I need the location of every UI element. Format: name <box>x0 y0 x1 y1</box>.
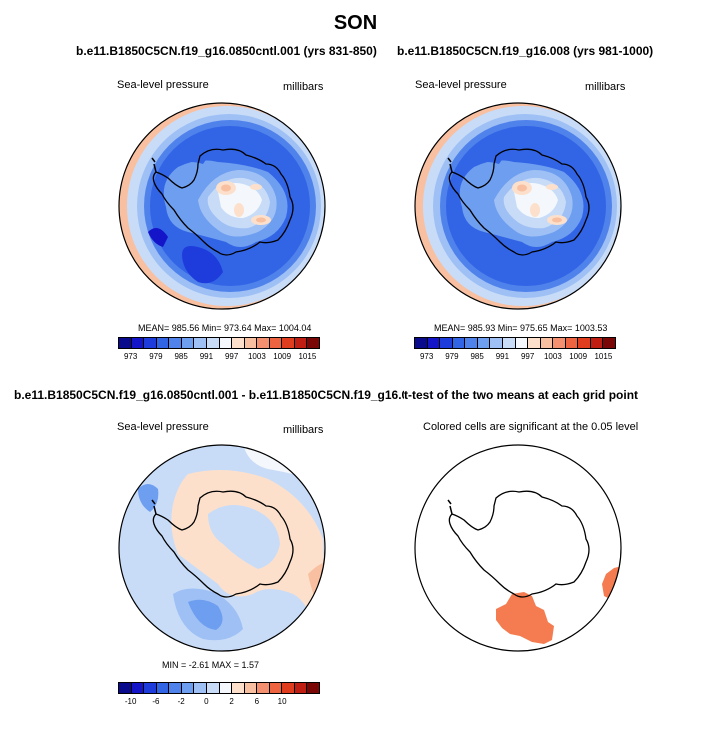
colorbar-swatch <box>169 338 182 348</box>
map-ttest-significance <box>414 444 622 652</box>
panel-units-label-diff: millibars <box>283 424 324 436</box>
colorbar-tick-label: 2 <box>229 697 234 706</box>
colorbar-tick-label: 985 <box>174 352 188 361</box>
colorbar-swatch <box>131 683 145 693</box>
stats-diff: MIN = -2.61 MAX = 1.57 <box>162 660 260 670</box>
colorbar-swatch <box>452 338 466 348</box>
colorbar-swatch <box>528 338 541 348</box>
colorbar-swatch <box>515 338 529 348</box>
colorbar-tick-label: 1009 <box>273 352 292 361</box>
colorbar-swatch <box>269 338 283 348</box>
colorbar-ticks-diff: -10 -6 -2 0 2 6 10 <box>118 697 320 707</box>
colorbar-tick-label: -10 <box>124 697 137 706</box>
colorbar-swatch <box>294 683 308 693</box>
colorbar-swatch <box>415 338 428 348</box>
map-ctrl-slp <box>118 102 326 310</box>
colorbar-swatch <box>181 338 195 348</box>
colorbar-tick-label: 979 <box>149 352 163 361</box>
colorbar-swatch <box>206 683 220 693</box>
colorbar-tick-label: 973 <box>419 352 434 361</box>
colorbar-swatch <box>219 338 233 348</box>
colorbar-swatch <box>307 338 319 348</box>
panel-title-ttest: t-test of the two means at each grid poi… <box>404 388 639 402</box>
colorbar-swatch <box>194 338 207 348</box>
colorbar-swatch <box>232 338 245 348</box>
panel-variable-label-ctrl: Sea-level pressure <box>117 79 209 91</box>
colorbar-swatch <box>156 338 170 348</box>
colorbar-tick-label: 1015 <box>594 352 613 361</box>
colorbar-swatch <box>427 338 441 348</box>
colorbar-ctrl <box>118 337 320 349</box>
colorbar-tick-label: 1003 <box>543 352 562 361</box>
colorbar-swatch <box>219 683 233 693</box>
panel-note-ttest: Colored cells are significant at the 0.0… <box>423 421 639 433</box>
colorbar-swatch <box>465 338 478 348</box>
colorbar-tick-label: 997 <box>224 352 239 361</box>
colorbar-swatch <box>490 338 503 348</box>
colorbar-swatch <box>244 338 258 348</box>
colorbar-tick-label: -2 <box>177 697 185 706</box>
colorbar-swatch <box>144 338 157 348</box>
colorbar-tick-label: 1015 <box>298 352 317 361</box>
colorbar-swatch <box>181 683 195 693</box>
colorbar-tick-label: 10 <box>277 697 287 706</box>
colorbar-swatch <box>565 338 579 348</box>
colorbar-exp <box>414 337 616 349</box>
colorbar-swatch <box>502 338 516 348</box>
colorbar-ticks-ctrl: 973 979 985 991 997 1003 1009 1015 <box>118 352 320 362</box>
colorbar-swatch <box>578 338 591 348</box>
colorbar-tick-label: 985 <box>470 352 484 361</box>
colorbar-tick-label: 979 <box>445 352 459 361</box>
colorbar-swatch <box>119 338 132 348</box>
colorbar-tick-label: 991 <box>495 352 510 361</box>
colorbar-tick-label: 1009 <box>569 352 588 361</box>
colorbar-tick-label: 1003 <box>247 352 266 361</box>
colorbar-swatch <box>540 338 554 348</box>
colorbar-diff <box>118 682 320 694</box>
stats-ctrl: MEAN= 985.56 Min= 973.64 Max= 1004.04 <box>138 323 312 333</box>
colorbar-tick-label: -6 <box>152 697 160 706</box>
colorbar-swatch <box>194 683 207 693</box>
colorbar-tick-label: 0 <box>204 697 209 706</box>
colorbar-tick-label: 991 <box>199 352 214 361</box>
colorbar-swatch <box>269 683 283 693</box>
colorbar-swatch <box>590 338 604 348</box>
colorbar-swatch <box>440 338 453 348</box>
panel-variable-label-diff: Sea-level pressure <box>117 421 209 433</box>
colorbar-swatch <box>144 683 157 693</box>
panel-units-label-exp: millibars <box>585 81 626 93</box>
colorbar-swatch <box>307 683 319 693</box>
colorbar-swatch <box>477 338 491 348</box>
panel-title-diff: b.e11.B1850C5CN.f19_g16.0850cntl.001 - b… <box>14 388 422 402</box>
panel-variable-label-exp: Sea-level pressure <box>415 79 507 91</box>
colorbar-swatch <box>232 683 245 693</box>
colorbar-swatch <box>282 683 295 693</box>
colorbar-swatch <box>257 683 270 693</box>
panel-title-ctrl: b.e11.B1850C5CN.f19_g16.0850cntl.001 (yr… <box>76 44 377 58</box>
colorbar-tick-label: 997 <box>520 352 535 361</box>
map-diff-slp <box>118 444 326 652</box>
map-exp-slp <box>414 102 622 310</box>
panel-units-label-ctrl: millibars <box>283 81 324 93</box>
panel-title-exp: b.e11.B1850C5CN.f19_g16.008 (yrs 981-100… <box>397 44 654 58</box>
colorbar-swatch <box>131 338 145 348</box>
colorbar-swatch <box>257 338 270 348</box>
colorbar-swatch <box>603 338 615 348</box>
colorbar-swatch <box>244 683 258 693</box>
colorbar-tick-label: 6 <box>254 697 260 706</box>
main-title: SON <box>333 12 378 34</box>
stats-exp: MEAN= 985.93 Min= 975.65 Max= 1003.53 <box>434 323 608 333</box>
colorbar-tick-label: 973 <box>123 352 138 361</box>
colorbar-swatch <box>206 338 220 348</box>
colorbar-swatch <box>156 683 170 693</box>
colorbar-swatch <box>169 683 182 693</box>
colorbar-ticks-exp: 973 979 985 991 997 1003 1009 1015 <box>414 352 616 362</box>
colorbar-swatch <box>282 338 295 348</box>
colorbar-swatch <box>119 683 132 693</box>
colorbar-swatch <box>294 338 308 348</box>
colorbar-swatch <box>553 338 566 348</box>
